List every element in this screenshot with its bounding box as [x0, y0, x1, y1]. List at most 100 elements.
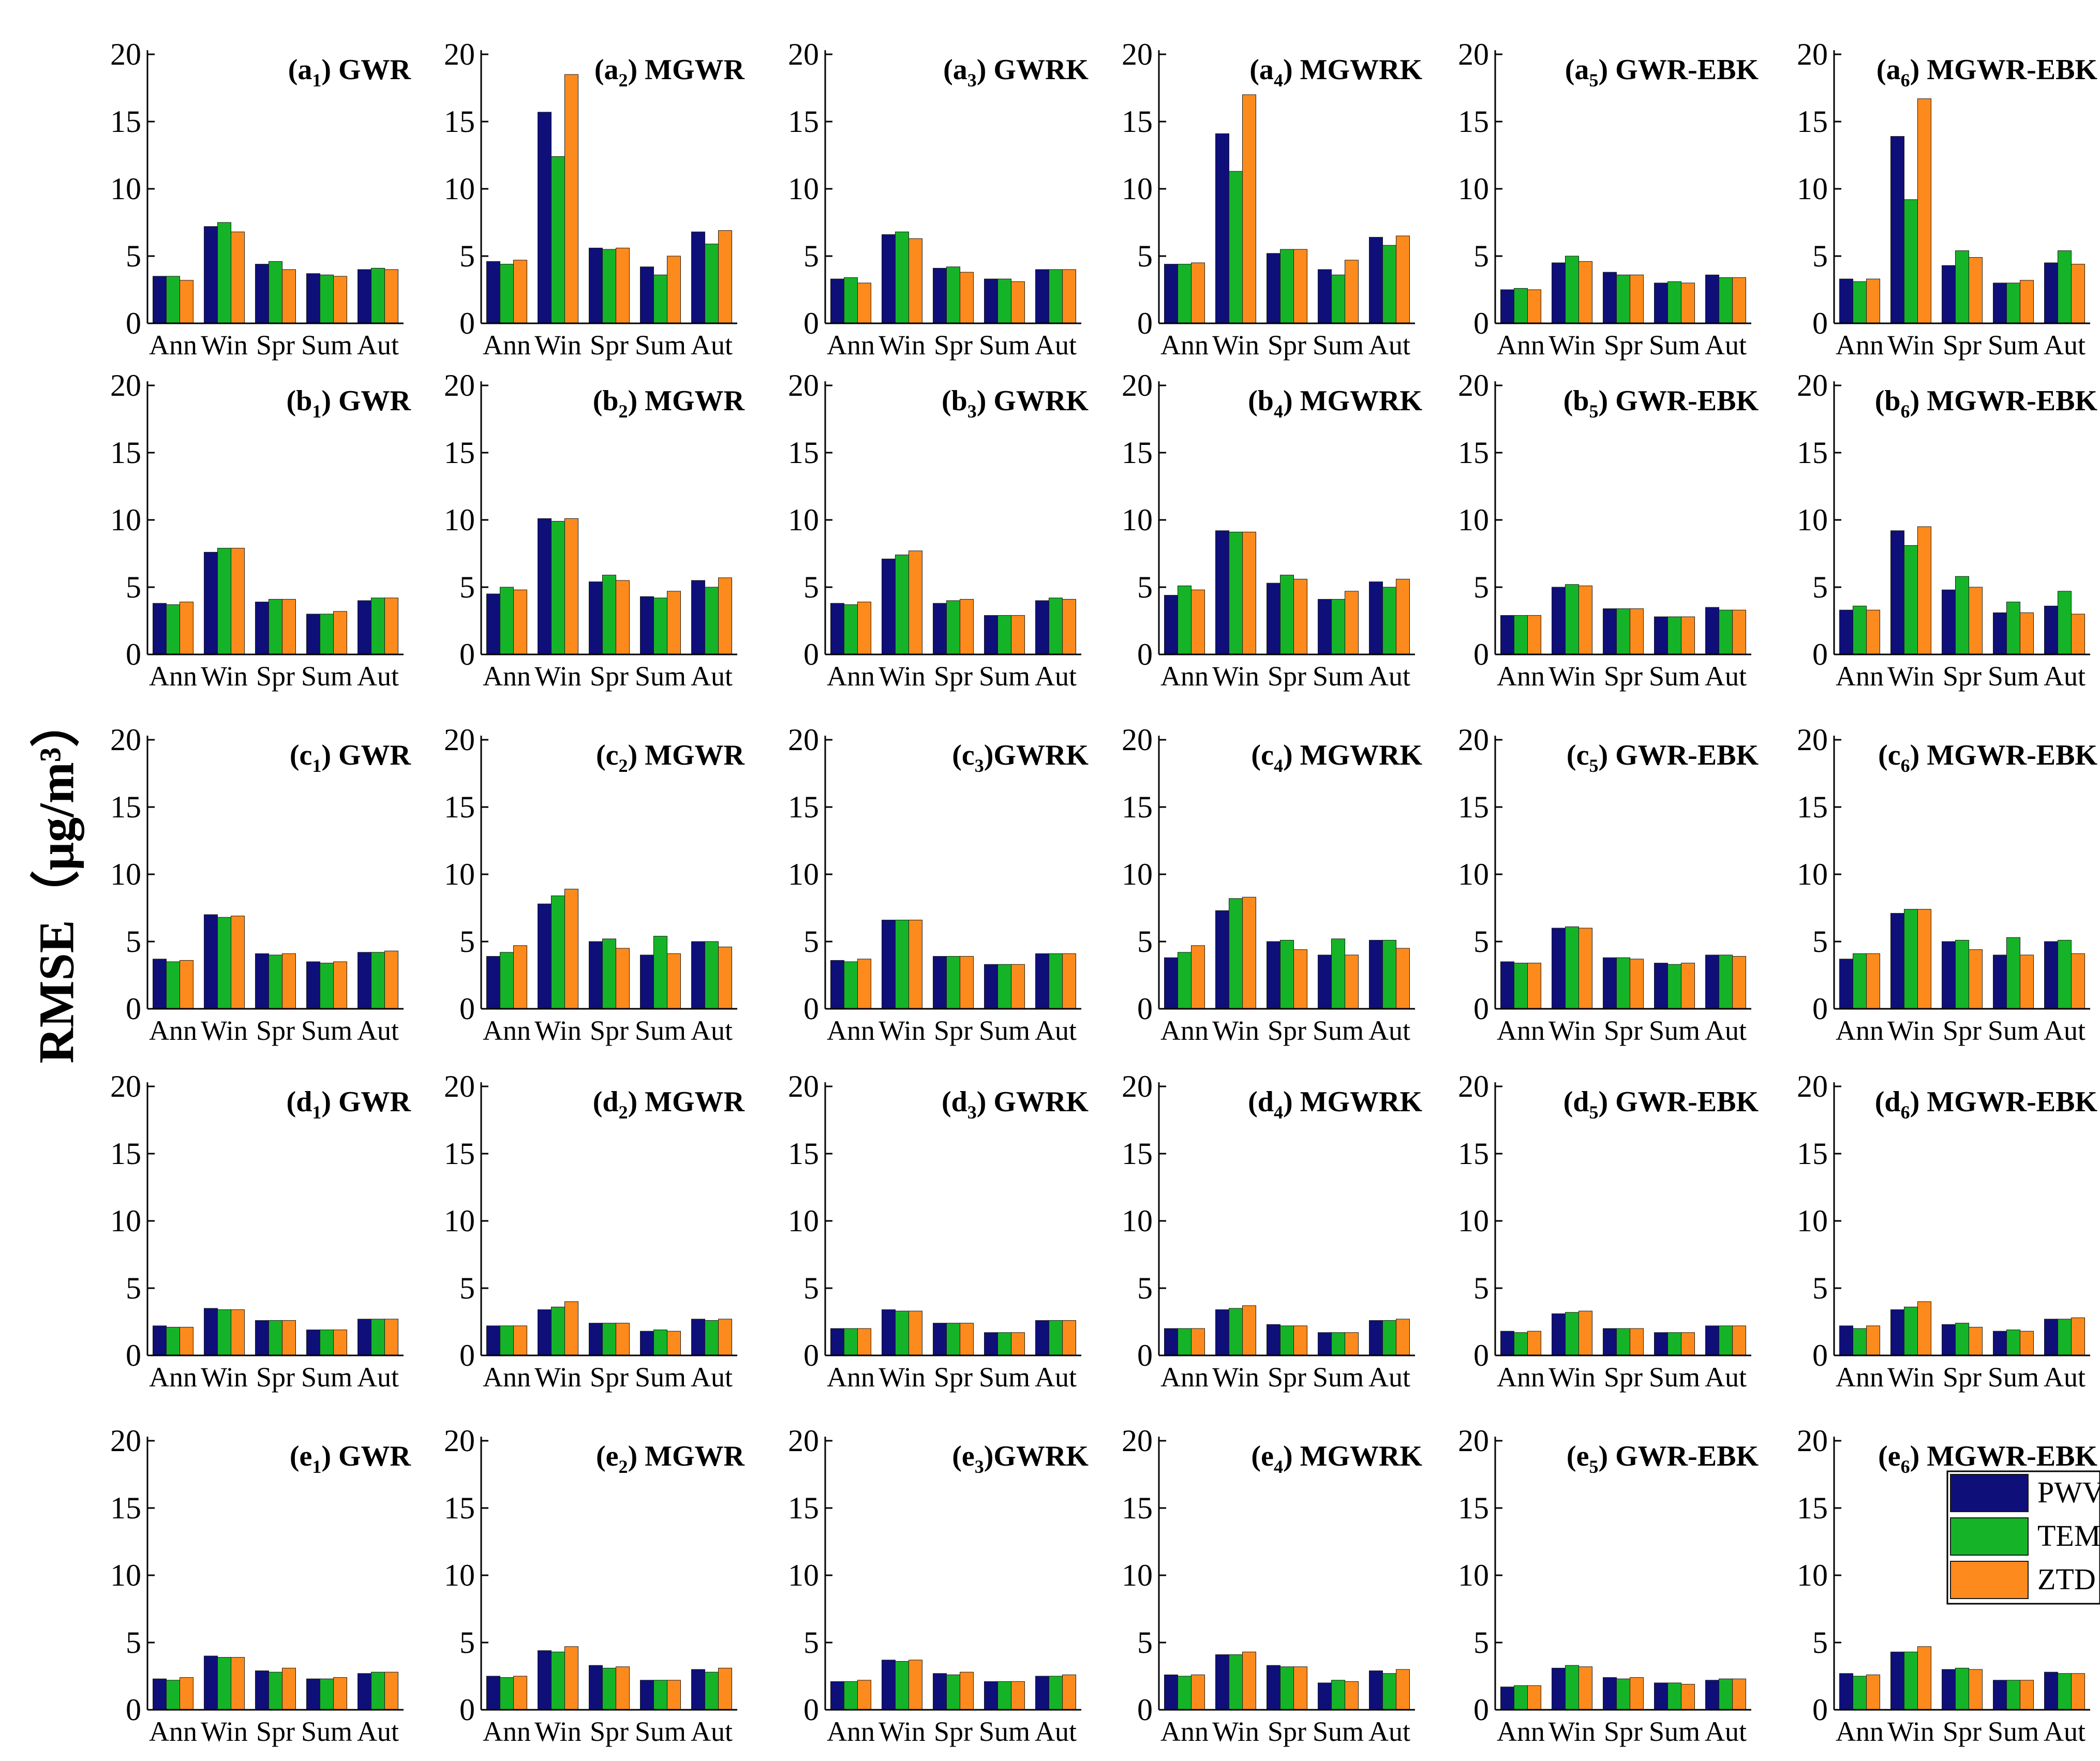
x-tick-label-b3-sum: Sum — [979, 661, 1030, 692]
bar-c5-win-tem — [1565, 926, 1579, 1009]
bar-c3-ann-tem — [844, 961, 858, 1009]
x-tick-label-b6-aut: Aut — [2044, 661, 2086, 692]
bar-a1-spr-pwv — [255, 264, 269, 324]
x-tick-label-d5-win: Win — [1548, 1362, 1596, 1393]
panel-c4: 0 5 10 15 20 Ann Win Spr Sum Aut (c4) MGWRK — [1122, 723, 1422, 1046]
bar-b6-win-pwv — [1890, 530, 1904, 655]
panel-title-model-a5: ) GWR-EBK — [1598, 54, 1759, 86]
bar-a6-win-ztd — [1917, 98, 1931, 324]
bar-c3-sum-tem — [997, 964, 1011, 1009]
panel-title-a4: (a4) MGWRK — [1249, 54, 1422, 91]
bar-e5-ann-pwv — [1500, 1687, 1514, 1710]
bar-b6-ann-ztd — [1866, 609, 1880, 655]
bar-a5-ann-tem — [1514, 288, 1528, 324]
bar-a1-ann-ztd — [180, 280, 193, 324]
panel-title-model-e3: )GWRK — [984, 1440, 1089, 1472]
bar-e4-spr-ztd — [1293, 1666, 1307, 1710]
bar-d3-win-pwv — [882, 1309, 896, 1356]
x-tick-label-a1-aut: Aut — [357, 330, 399, 361]
bar-c1-ann-ztd — [180, 960, 193, 1009]
x-tick-label-e5-sum: Sum — [1649, 1716, 1700, 1747]
panel-b6: 0 5 10 15 20 Ann Win Spr Sum Aut (b6) MGWR-EBK — [1797, 368, 2097, 692]
bar-a2-ann-tem — [500, 264, 514, 324]
y-tick-label-e3-20: 20 — [788, 1424, 819, 1458]
bar-c4-win-tem — [1229, 898, 1243, 1009]
x-tick-label-e5-spr: Spr — [1604, 1716, 1643, 1747]
y-tick-label-c5-20: 20 — [1458, 723, 1489, 757]
y-tick-label-c4-15: 15 — [1122, 790, 1153, 824]
panel-title-sub-a2: 2 — [618, 70, 628, 91]
bar-c3-win-tem — [895, 919, 909, 1009]
bar-b1-spr-ztd — [282, 599, 296, 655]
y-tick-label-e1-15: 15 — [110, 1491, 141, 1525]
panel-title-sub-d1: 1 — [312, 1102, 321, 1123]
x-tick-label-a4-ann: Ann — [1160, 330, 1209, 361]
bar-e1-aut-ztd — [384, 1672, 398, 1710]
bar-a3-sum-pwv — [984, 278, 998, 324]
bar-a3-aut-tem — [1049, 269, 1063, 324]
bar-d2-ann-tem — [500, 1325, 514, 1356]
y-tick-label-c4-10: 10 — [1122, 857, 1153, 891]
bar-c2-sum-pwv — [640, 954, 654, 1009]
panel-title-open-c3: (c — [952, 739, 975, 771]
bar-a5-aut-ztd — [1732, 277, 1746, 324]
x-tick-label-a6-sum: Sum — [1988, 330, 2039, 361]
x-tick-label-c4-ann: Ann — [1160, 1015, 1209, 1046]
bar-c5-spr-ztd — [1630, 959, 1644, 1009]
y-tick-label-b2-20: 20 — [444, 368, 475, 402]
x-tick-label-c1-sum: Sum — [301, 1015, 352, 1046]
bar-e3-aut-tem — [1049, 1676, 1063, 1710]
panel-title-sub-c1: 1 — [312, 755, 321, 776]
panel-title-sub-d5: 5 — [1589, 1102, 1598, 1123]
y-tick-label-b5-15: 15 — [1458, 436, 1489, 470]
y-tick-label-e3-5: 5 — [803, 1625, 819, 1660]
panel-title-sub-d2: 2 — [618, 1102, 628, 1123]
y-tick-label-b1-0: 0 — [126, 637, 141, 671]
panel-title-d2: (d2) MGWR — [593, 1086, 745, 1123]
x-tick-label-c3-ann: Ann — [827, 1015, 875, 1046]
y-tick-label-d4-0: 0 — [1137, 1338, 1153, 1372]
bar-e3-win-pwv — [882, 1660, 896, 1710]
bar-c6-aut-pwv — [2044, 941, 2058, 1009]
x-tick-label-d2-spr: Spr — [590, 1362, 629, 1393]
bar-d2-win-tem — [551, 1306, 565, 1356]
bar-d6-ann-tem — [1853, 1328, 1867, 1356]
x-tick-label-c1-win: Win — [201, 1015, 248, 1046]
bar-c5-win-ztd — [1578, 928, 1592, 1009]
x-tick-label-a5-aut: Aut — [1705, 330, 1747, 361]
bar-e5-ann-tem — [1514, 1685, 1528, 1710]
bar-b5-aut-tem — [1719, 609, 1733, 655]
bar-e4-sum-tem — [1331, 1680, 1345, 1710]
panel-title-open-b6: (b — [1875, 385, 1901, 417]
x-tick-label-b1-ann: Ann — [149, 661, 197, 692]
bar-e1-sum-tem — [320, 1678, 334, 1710]
y-tick-label-e4-10: 10 — [1122, 1558, 1153, 1592]
panel-title-model-e2: ) MGWR — [628, 1440, 744, 1472]
bar-d4-aut-tem — [1382, 1320, 1396, 1356]
bar-c2-aut-pwv — [691, 941, 705, 1009]
panel-title-sub-c5: 5 — [1589, 755, 1598, 776]
bar-c1-aut-pwv — [358, 952, 371, 1009]
panel-title-c1: (c1) GWR — [290, 739, 411, 776]
y-tick-label-b4-5: 5 — [1137, 570, 1153, 604]
y-tick-label-e6-20: 20 — [1797, 1424, 1828, 1458]
y-tick-label-c4-20: 20 — [1122, 723, 1153, 757]
panel-title-open-c4: (c — [1251, 739, 1274, 771]
bar-c6-sum-pwv — [1993, 954, 2007, 1009]
x-tick-label-a4-aut: Aut — [1368, 330, 1410, 361]
bar-e3-spr-ztd — [960, 1672, 974, 1710]
bar-c4-win-ztd — [1242, 897, 1256, 1009]
y-tick-label-a2-15: 15 — [444, 105, 475, 139]
y-tick-label-e6-5: 5 — [1812, 1625, 1828, 1660]
x-tick-label-c6-spr: Spr — [1943, 1015, 1982, 1046]
panel-title-open-a5: (a — [1565, 54, 1589, 86]
bar-d2-sum-tem — [653, 1330, 667, 1356]
bar-d6-aut-pwv — [2044, 1319, 2058, 1356]
bar-e1-aut-tem — [371, 1672, 385, 1710]
bar-c1-win-ztd — [231, 916, 245, 1009]
bar-a2-win-tem — [551, 156, 565, 324]
bar-d1-sum-tem — [320, 1330, 334, 1356]
x-tick-label-c2-spr: Spr — [590, 1015, 629, 1046]
panel-title-open-a2: (a — [594, 54, 619, 86]
